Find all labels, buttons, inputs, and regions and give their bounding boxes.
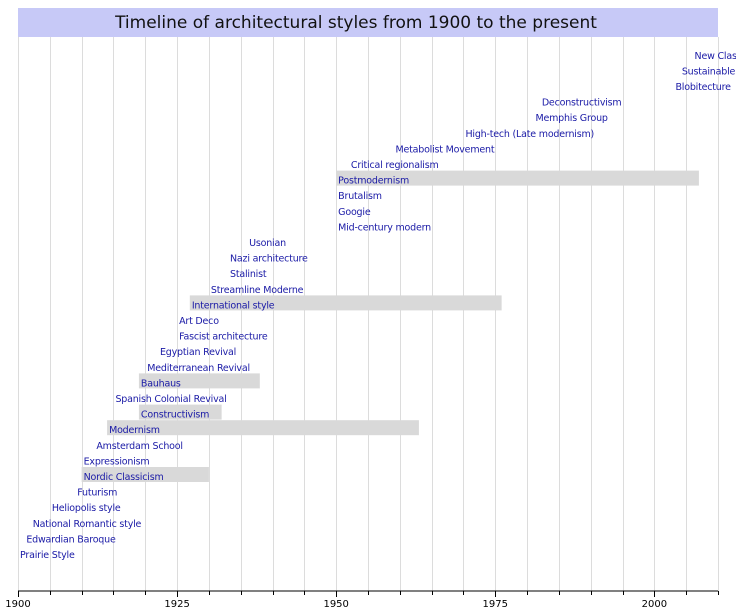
event-label: Deconstructivism — [542, 98, 622, 109]
event-label: Googie — [338, 207, 371, 218]
event-label: Metabolist Movement — [395, 144, 494, 155]
span-bar — [138, 373, 260, 389]
event-label: High-tech (Late modernism) — [465, 129, 594, 140]
event-label: Sustainable — [682, 66, 736, 77]
event-label: Art Deco — [179, 316, 219, 327]
event-label: Critical regionalism — [351, 160, 439, 171]
x-tick-label: 1925 — [164, 599, 189, 607]
x-tick-label: 1975 — [483, 599, 508, 607]
span-bar — [81, 467, 209, 482]
event-label: Streamline Moderne — [211, 285, 304, 296]
event-label: Mid-century modern — [338, 222, 431, 233]
grid-layer — [18, 37, 719, 591]
event-label: Mediterranean Revival — [147, 363, 250, 374]
event-label: Brutalism — [338, 191, 382, 202]
event-label: Usonian — [249, 238, 286, 249]
x-axis-ticks: 1900 1925 1950 1975 2000 — [5, 591, 719, 607]
x-tick-label: 2000 — [642, 599, 667, 607]
event-label: Edwardian Baroque — [26, 534, 116, 545]
event-label: Blobitecture — [675, 82, 731, 93]
event-label: Nazi architecture — [230, 254, 308, 265]
event-label: National Romantic style — [33, 519, 142, 530]
x-tick-label: 1950 — [323, 599, 348, 607]
event-label: Constructivism — [141, 410, 209, 421]
event-label: Heliopolis style — [52, 503, 121, 514]
event-label: Memphis Group — [535, 113, 607, 124]
event-label: Egyptian Revival — [160, 347, 236, 358]
span-bar — [189, 295, 502, 311]
span-bar — [336, 170, 699, 186]
span-bars — [81, 170, 699, 482]
event-labels: Prairie Style Edwardian Baroque National R… — [20, 51, 736, 561]
event-label: New Class — [695, 51, 736, 62]
event-label: Nordic Classicism — [84, 472, 164, 483]
x-tick-label: 1900 — [5, 599, 30, 607]
event-label: International style — [192, 300, 275, 311]
span-bar — [138, 404, 222, 420]
event-label: Amsterdam School — [96, 441, 182, 452]
span-bar — [107, 420, 419, 436]
event-label: Fascist architecture — [179, 332, 268, 343]
event-label: Bauhaus — [141, 378, 181, 389]
chart-title: Timeline of architectural styles from 19… — [114, 13, 597, 33]
event-label: Stalinist — [230, 269, 267, 280]
event-label: Futurism — [77, 488, 117, 499]
event-label: Prairie Style — [20, 550, 75, 561]
title-band — [18, 8, 718, 37]
event-label: Modernism — [109, 425, 160, 436]
event-label: Expressionism — [84, 456, 150, 467]
event-label: Postmodernism — [338, 176, 409, 187]
event-label: Spanish Colonial Revival — [115, 394, 226, 405]
